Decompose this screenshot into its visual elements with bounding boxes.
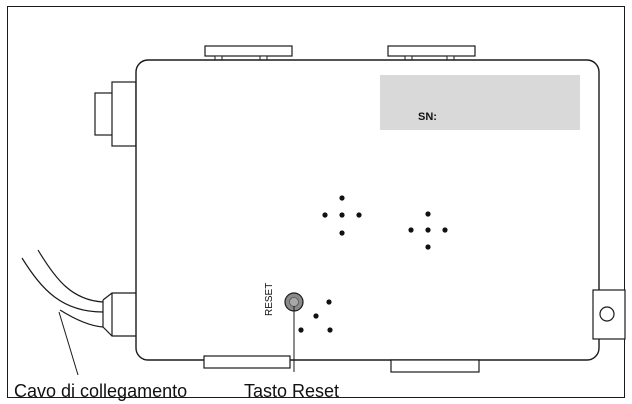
cable-callout-label: Cavo di collegamento — [14, 381, 187, 401]
reset-button-callout-label: Tasto Reset — [244, 381, 339, 401]
side-connector — [94, 81, 137, 147]
reset-button-icon — [284, 292, 304, 312]
mounting-bracket — [592, 289, 626, 340]
speaker-dot-pattern-left — [322, 195, 362, 236]
diagram-frame — [7, 6, 625, 398]
serial-number-label-area — [380, 75, 580, 130]
speaker-dot-pattern-bottom — [298, 299, 333, 333]
connection-cable — [21, 249, 104, 328]
speaker-dot-pattern-right — [408, 211, 448, 250]
device-body — [135, 59, 600, 361]
mounting-screw-icon — [599, 306, 615, 322]
serial-number-label: SN: — [418, 111, 437, 123]
cable-connector — [102, 292, 136, 337]
reset-marking-text: RESET — [264, 283, 275, 316]
top-mount-tab-right — [387, 45, 476, 61]
top-mount-tab-left — [204, 45, 293, 61]
bottom-mount-tab-right — [390, 359, 480, 373]
bottom-mount-tab-left — [203, 355, 291, 369]
cable-callout-leader — [58, 311, 79, 376]
